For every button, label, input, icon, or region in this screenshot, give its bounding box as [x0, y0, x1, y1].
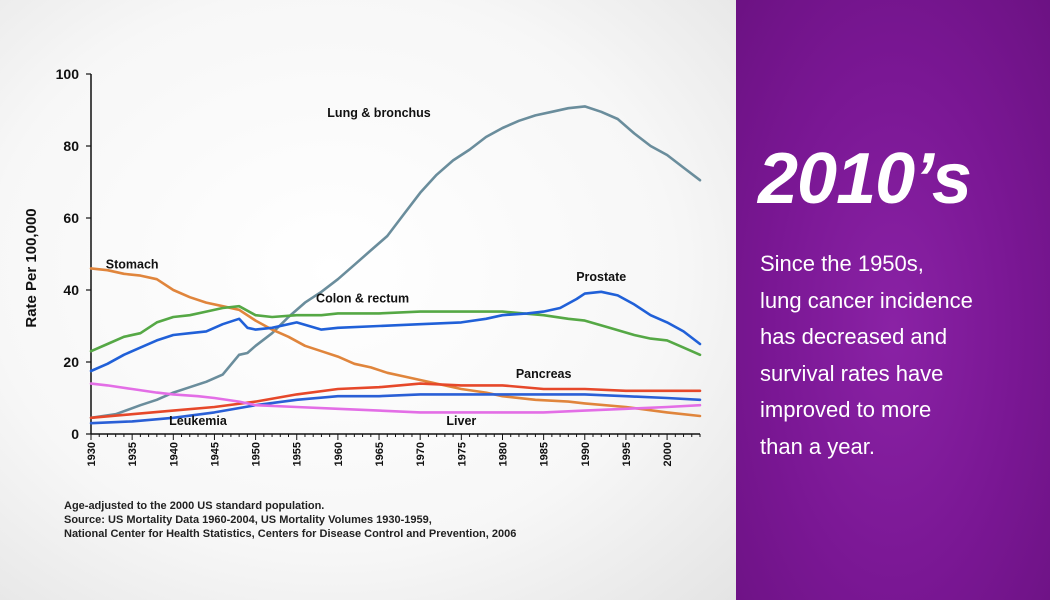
line-chart: 0 20 40 60 80 100 1930 1935 1940 1945 1950 1955 1960…: [23, 66, 702, 466]
x-tick-label: 1930: [86, 442, 98, 466]
side-heading: 2010’s: [758, 139, 972, 219]
x-tick-label: 1975: [456, 442, 468, 466]
y-tick-label: 80: [63, 138, 79, 154]
y-tick-label: 40: [63, 282, 79, 298]
series-label: Stomach: [106, 257, 159, 271]
series-label: Prostate: [576, 270, 626, 284]
x-tick-label: 1980: [497, 442, 509, 466]
x-tick-label: 1960: [333, 442, 345, 466]
chart-panel: [0, 0, 736, 600]
y-tick-label: 20: [63, 354, 79, 370]
series-label: Pancreas: [516, 367, 572, 381]
series-line-stomach: [89, 267, 702, 418]
y-tick-label: 100: [56, 66, 80, 82]
side-panel: 2010’s Since the 1950s, lung cancer inci…: [736, 0, 1050, 600]
x-tick-label: 1950: [251, 442, 263, 466]
x-tick-label: 1935: [127, 442, 139, 466]
series-line-leukemia: [89, 393, 702, 425]
x-tick-label: 1990: [580, 442, 592, 466]
series-label: Liver: [446, 414, 476, 428]
x-tick-label: 2000: [662, 442, 674, 466]
footnote-line-1: Age-adjusted to the 2000 US standard pop…: [64, 500, 325, 512]
series-label: Leukemia: [169, 414, 228, 428]
x-tick-label: 1965: [374, 442, 386, 466]
footnote-line-2: Source: US Mortality Data 1960-2004, US …: [64, 514, 432, 526]
y-axis-title: Rate Per 100,000: [23, 208, 40, 327]
series-label: Colon & rectum: [316, 292, 409, 306]
series-line-lung-bronchus: [89, 105, 702, 420]
footnote-line-3: National Center for Health Statistics, C…: [64, 528, 517, 540]
y-tick-label: 60: [63, 210, 79, 226]
side-text-line: has decreased and: [760, 324, 948, 349]
series-line-colon-rectum: [89, 304, 702, 357]
side-text-line: Since the 1950s,: [760, 251, 924, 276]
series-line-liver: [89, 382, 702, 414]
x-tick-label: 1970: [415, 442, 427, 466]
x-tick-label: 1945: [209, 442, 221, 466]
x-tick-label: 1995: [621, 442, 633, 466]
x-tick-label: 1940: [168, 442, 180, 466]
x-tick-label: 1955: [292, 442, 304, 466]
x-tick-label: 1985: [539, 442, 551, 466]
series-label: Lung & bronchus: [327, 106, 431, 120]
y-tick-label: 0: [71, 426, 79, 442]
side-body-text: Since the 1950s, lung cancer incidence h…: [760, 246, 1040, 465]
series-line-pancreas: [89, 382, 702, 420]
side-text-line: lung cancer incidence: [760, 287, 973, 313]
side-text-line: improved to more: [760, 397, 932, 422]
side-text-line: survival rates have: [760, 360, 944, 386]
series-line-prostate: [89, 290, 702, 373]
side-text-line: than a year.: [760, 433, 875, 459]
